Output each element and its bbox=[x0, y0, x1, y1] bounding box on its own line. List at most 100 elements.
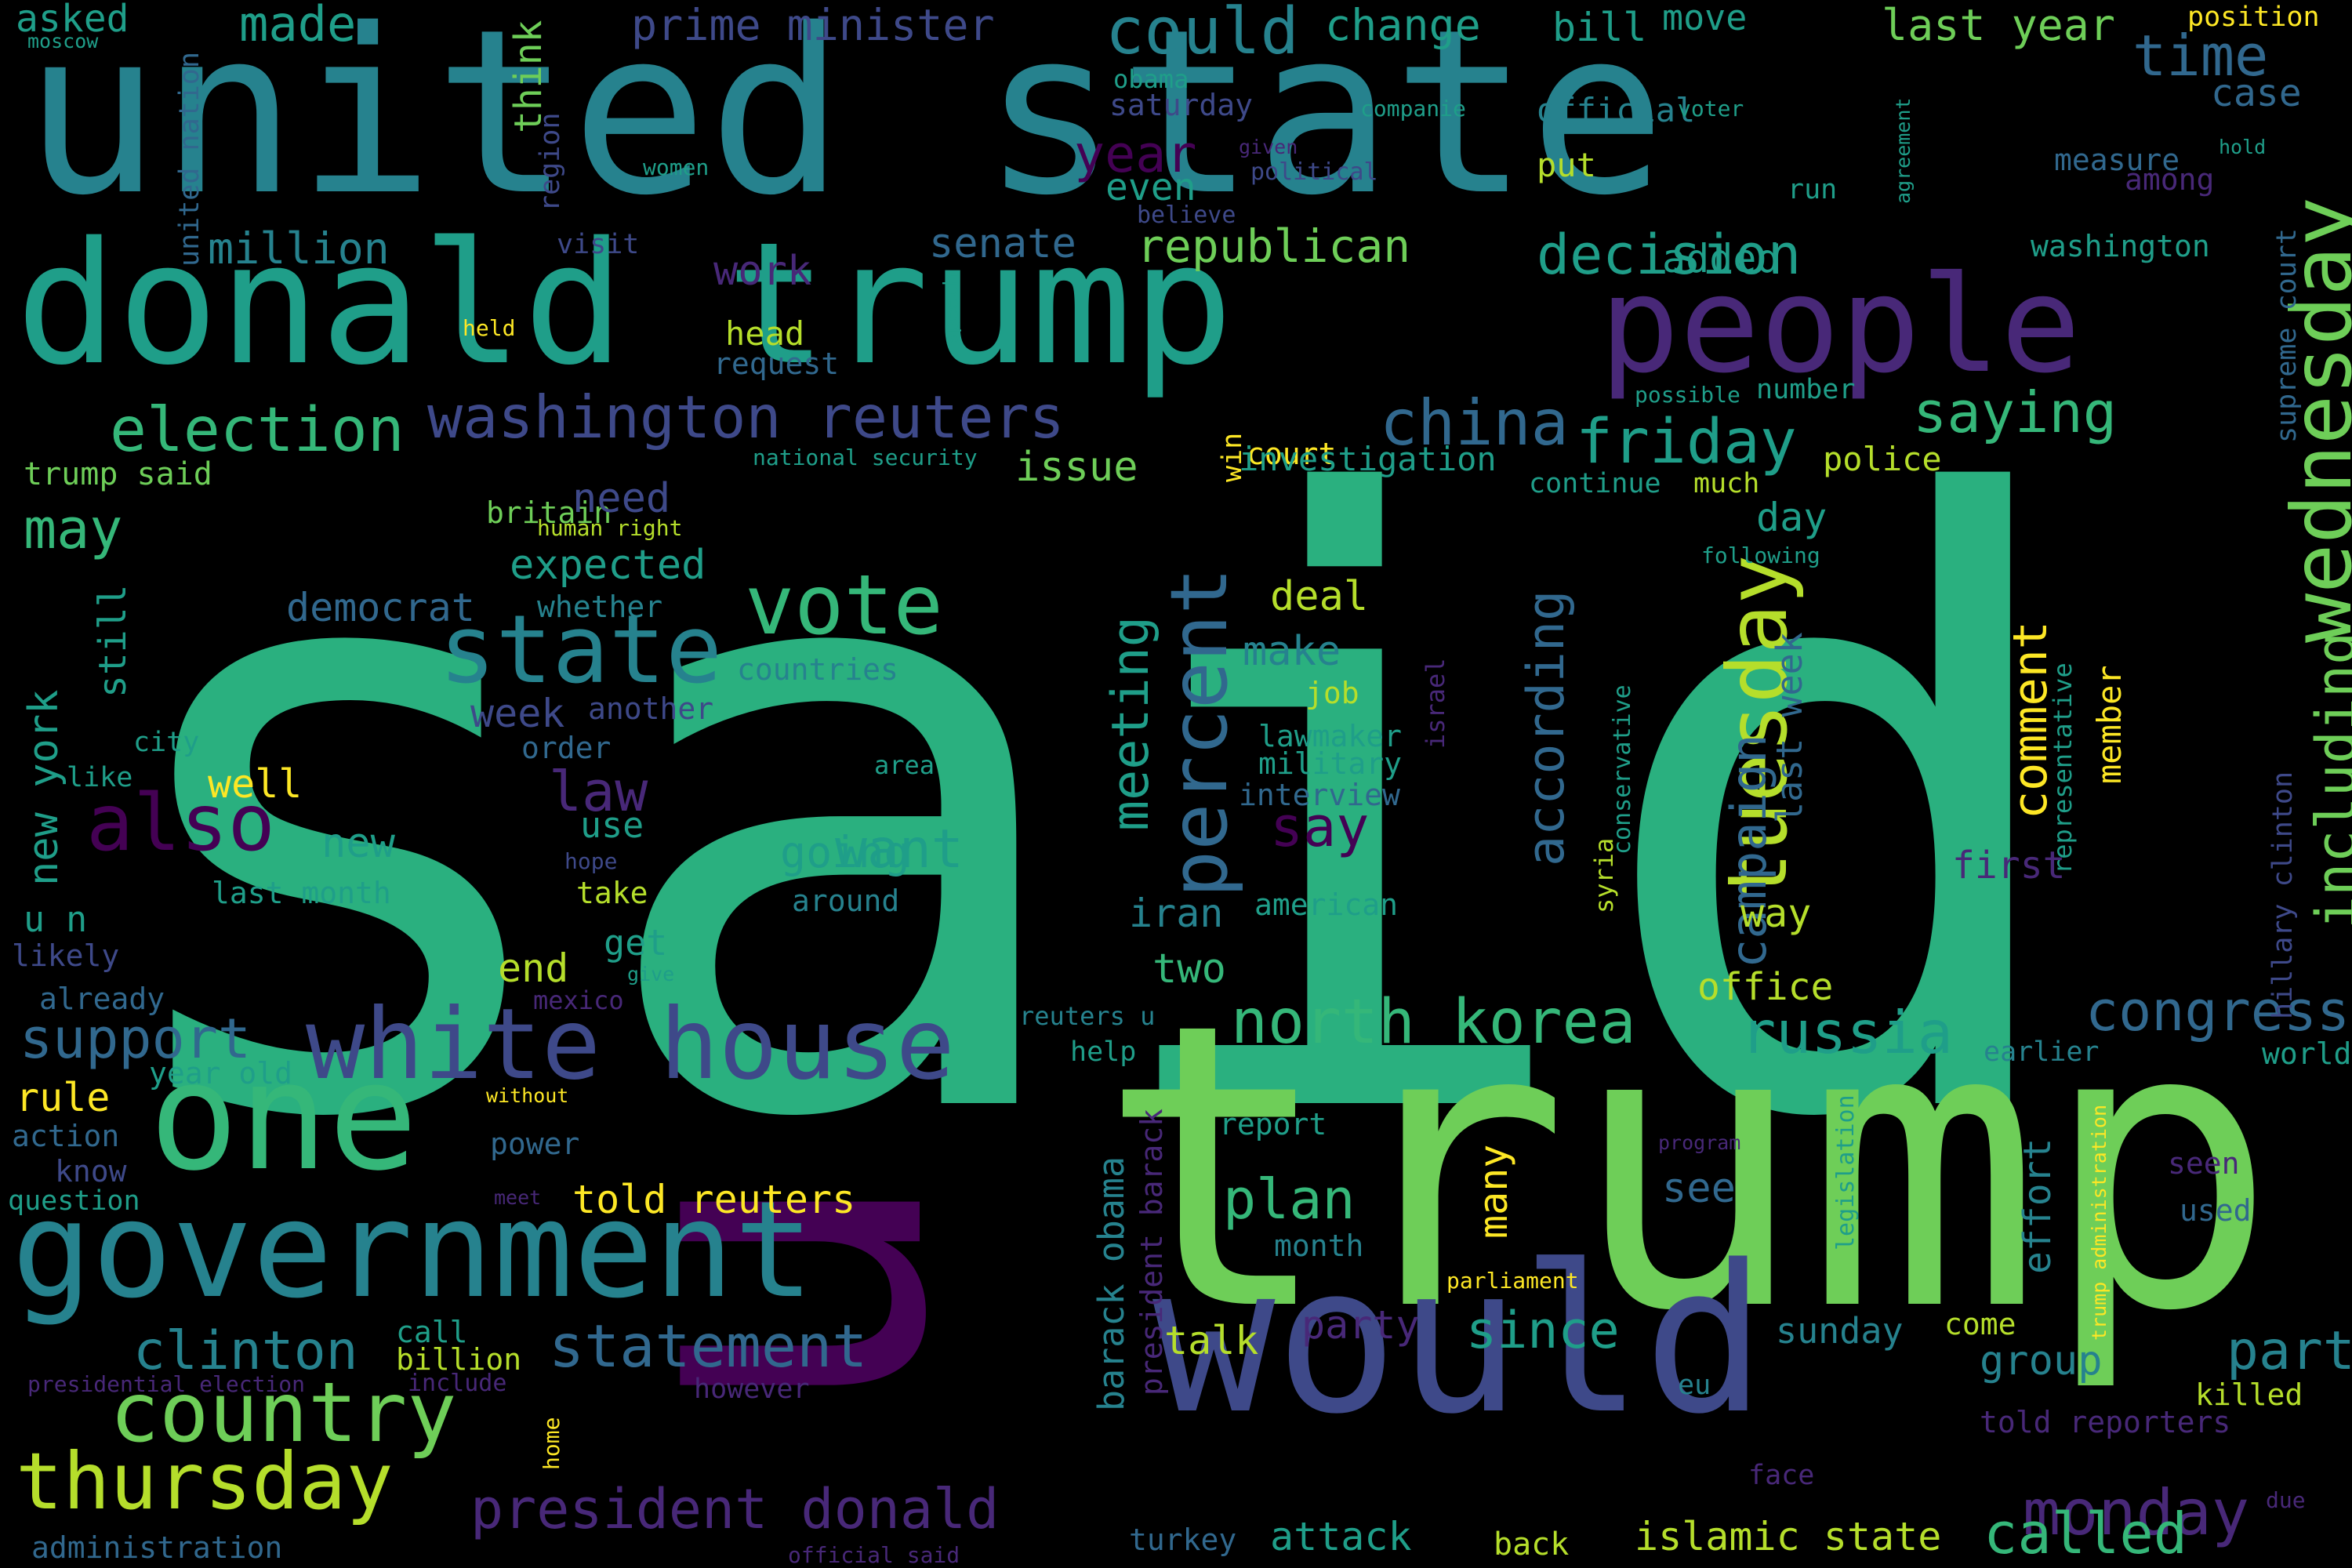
cloud-word-military: military bbox=[1258, 746, 1403, 781]
cloud-word-another: another bbox=[588, 691, 714, 726]
cloud-word-million: million bbox=[208, 223, 390, 274]
cloud-word-action: action bbox=[12, 1119, 120, 1153]
cloud-word-could: could bbox=[1105, 0, 1299, 69]
cloud-word-change: change bbox=[1325, 0, 1481, 50]
cloud-word-u-n: u n bbox=[24, 898, 88, 940]
cloud-word-told-reporters: told reporters bbox=[1980, 1405, 2231, 1439]
cloud-word-report: report bbox=[1219, 1107, 1327, 1142]
cloud-word-believe: believe bbox=[1137, 201, 1236, 229]
cloud-word-state: state bbox=[439, 596, 723, 705]
cloud-word-including: including bbox=[2304, 631, 2352, 929]
cloud-word-since: since bbox=[1466, 1301, 1620, 1360]
cloud-word-trump-said: trump said bbox=[24, 456, 212, 492]
cloud-word-however: however bbox=[694, 1374, 810, 1405]
cloud-word-last-week: last week bbox=[1769, 632, 1810, 823]
cloud-word-north-korea: north korea bbox=[1231, 987, 1636, 1058]
cloud-word-called: called bbox=[1984, 1501, 2188, 1566]
cloud-word-meet: meet bbox=[494, 1186, 542, 1209]
cloud-word-area: area bbox=[874, 750, 935, 780]
cloud-word-washington: washington bbox=[2031, 229, 2210, 263]
cloud-word-support: support bbox=[20, 1007, 252, 1071]
cloud-word-administration: administration bbox=[31, 1530, 283, 1565]
cloud-word-give: give bbox=[627, 963, 675, 985]
cloud-word-help: help bbox=[1070, 1036, 1137, 1068]
cloud-word-obama: obama bbox=[1113, 64, 1189, 94]
cloud-word-back: back bbox=[1494, 1526, 1570, 1563]
cloud-word-republican: republican bbox=[1137, 220, 1411, 273]
cloud-word-following: following bbox=[1701, 543, 1820, 568]
cloud-word-islamic-state: islamic state bbox=[1635, 1514, 1942, 1559]
cloud-word-people: people bbox=[1599, 248, 2082, 403]
cloud-word-according: according bbox=[1517, 590, 1576, 866]
cloud-word-donald-trump: donald trump bbox=[16, 205, 1234, 402]
cloud-word-case: case bbox=[2211, 71, 2302, 115]
cloud-word-told-reuters: told reuters bbox=[572, 1177, 856, 1222]
cloud-word-expected: expected bbox=[510, 542, 706, 589]
cloud-word-law: law bbox=[549, 760, 648, 824]
cloud-word-world: world bbox=[2262, 1036, 2352, 1071]
cloud-word-trump: trump bbox=[1098, 940, 2278, 1396]
cloud-word-many: many bbox=[1471, 1144, 1516, 1239]
cloud-word-investigation: investigation bbox=[1239, 440, 1497, 478]
cloud-word-added: added bbox=[1662, 236, 1780, 281]
cloud-word-move: move bbox=[1662, 0, 1748, 38]
cloud-word-run: run bbox=[1788, 174, 1838, 205]
cloud-word-washington-reuters: washington reuters bbox=[427, 383, 1065, 452]
cloud-word-presidential-election: presidential election bbox=[27, 1371, 306, 1397]
cloud-word-sunday: sunday bbox=[1776, 1310, 1904, 1352]
cloud-word-democrat: democrat bbox=[286, 585, 475, 630]
cloud-word-measure: measure bbox=[2054, 143, 2180, 177]
cloud-word-moscow: moscow bbox=[27, 30, 99, 53]
cloud-word-earlier: earlier bbox=[1984, 1036, 2100, 1068]
cloud-word-way: way bbox=[1740, 891, 1812, 936]
cloud-word-party: party bbox=[1301, 1302, 1420, 1348]
cloud-word-going: going bbox=[780, 827, 910, 877]
cloud-word-two: two bbox=[1152, 946, 1226, 993]
cloud-word-seen: seen bbox=[2168, 1146, 2240, 1181]
cloud-word-official: official bbox=[1537, 91, 1696, 129]
cloud-word-given: given bbox=[1239, 136, 1298, 158]
cloud-word-clinton: clinton bbox=[133, 1320, 358, 1382]
cloud-word-office: office bbox=[1697, 965, 1834, 1009]
cloud-word-job: job bbox=[1305, 676, 1359, 710]
cloud-word-president-donald: president donald bbox=[470, 1477, 1000, 1541]
cloud-word-plan: plan bbox=[1223, 1167, 1356, 1232]
cloud-word-lawmaker: lawmaker bbox=[1258, 719, 1403, 753]
cloud-word-white-house: white house bbox=[306, 988, 955, 1102]
cloud-word-police: police bbox=[1823, 440, 1942, 478]
cloud-word-countries: countries bbox=[737, 652, 898, 687]
cloud-word-likely: likely bbox=[12, 938, 120, 973]
cloud-word-killed: killed bbox=[2195, 1377, 2303, 1412]
cloud-word-member: member bbox=[2090, 665, 2129, 784]
cloud-word-year-old: year old bbox=[149, 1056, 293, 1091]
cloud-word-already: already bbox=[39, 982, 165, 1016]
cloud-word-face: face bbox=[1748, 1460, 1815, 1491]
cloud-word-year: year bbox=[1074, 125, 1197, 184]
cloud-word-end: end bbox=[498, 946, 569, 991]
cloud-word-call: call bbox=[396, 1315, 468, 1349]
cloud-word-question: question bbox=[8, 1185, 140, 1217]
cloud-word-eu: eu bbox=[1678, 1370, 1711, 1401]
cloud-word-month: month bbox=[1274, 1229, 1364, 1263]
cloud-word-still: still bbox=[91, 584, 135, 699]
cloud-word-conservative: conservative bbox=[1609, 684, 1636, 855]
cloud-word-official-said: official said bbox=[788, 1542, 960, 1568]
cloud-word-like: like bbox=[67, 762, 133, 793]
cloud-word-number: number bbox=[1756, 374, 1856, 405]
cloud-word-request: request bbox=[713, 347, 840, 381]
cloud-word-even: even bbox=[1105, 165, 1196, 209]
cloud-word-billion: billion bbox=[396, 1342, 522, 1377]
cloud-word-need: need bbox=[572, 475, 671, 522]
cloud-word-israel: israel bbox=[1421, 658, 1450, 749]
cloud-word-one: one bbox=[149, 1030, 419, 1203]
cloud-word-group: group bbox=[1980, 1338, 2103, 1385]
cloud-word-used: used bbox=[2180, 1193, 2252, 1228]
cloud-word-asked: asked bbox=[16, 0, 129, 41]
cloud-word-get: get bbox=[604, 922, 668, 964]
cloud-word-friday: friday bbox=[1576, 407, 1797, 477]
cloud-word-want: want bbox=[835, 818, 964, 880]
cloud-word-meeting: meeting bbox=[1102, 616, 1160, 831]
cloud-word-hope: hope bbox=[564, 848, 618, 874]
cloud-word-new: new bbox=[321, 820, 395, 867]
